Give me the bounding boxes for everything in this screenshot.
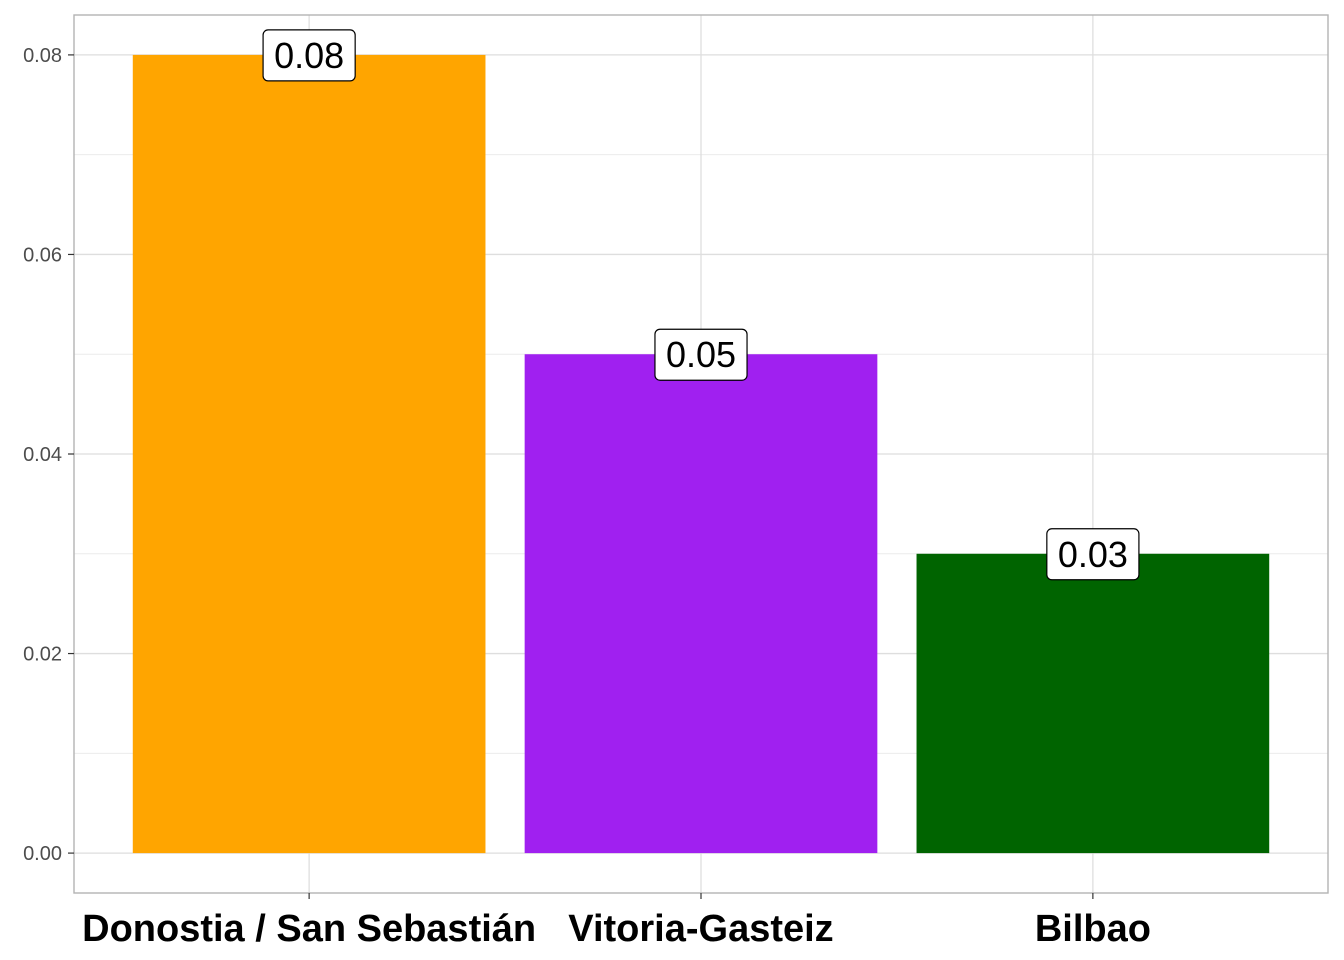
data-label-text: 0.05 <box>666 334 736 375</box>
data-label-box <box>1046 528 1140 581</box>
y-tick-label: 0.08 <box>23 45 62 67</box>
bar <box>916 553 1270 854</box>
x-tick-label: Bilbao <box>1035 908 1151 950</box>
data-label: 0.08 <box>262 29 356 82</box>
y-tick-label: 0.04 <box>23 444 62 466</box>
y-tick-label: 0.00 <box>23 843 62 865</box>
bar <box>132 54 486 854</box>
data-label-text: 0.03 <box>1058 534 1128 575</box>
bar <box>524 354 878 854</box>
data-label: 0.05 <box>654 328 748 381</box>
y-tick-label: 0.06 <box>23 244 62 266</box>
data-label-box <box>654 328 748 381</box>
x-tick-label: Donostia / San Sebastián <box>82 908 536 950</box>
data-labels: 0.08 0.05 0.03 <box>262 29 1140 581</box>
plot-panel: 0.08 0.05 0.03 <box>73 14 1329 894</box>
data-label-text: 0.08 <box>274 35 344 76</box>
bars <box>132 54 1270 854</box>
x-axis: Donostia / San Sebastián Vitoria-Gasteiz B… <box>82 893 1151 950</box>
data-label: 0.03 <box>1046 528 1140 581</box>
y-axis: 0.00 0.02 0.04 0.06 0.08 <box>23 45 74 865</box>
x-tick-label: Vitoria-Gasteiz <box>568 908 833 950</box>
y-tick-label: 0.02 <box>23 644 62 666</box>
data-label-box <box>262 29 356 82</box>
